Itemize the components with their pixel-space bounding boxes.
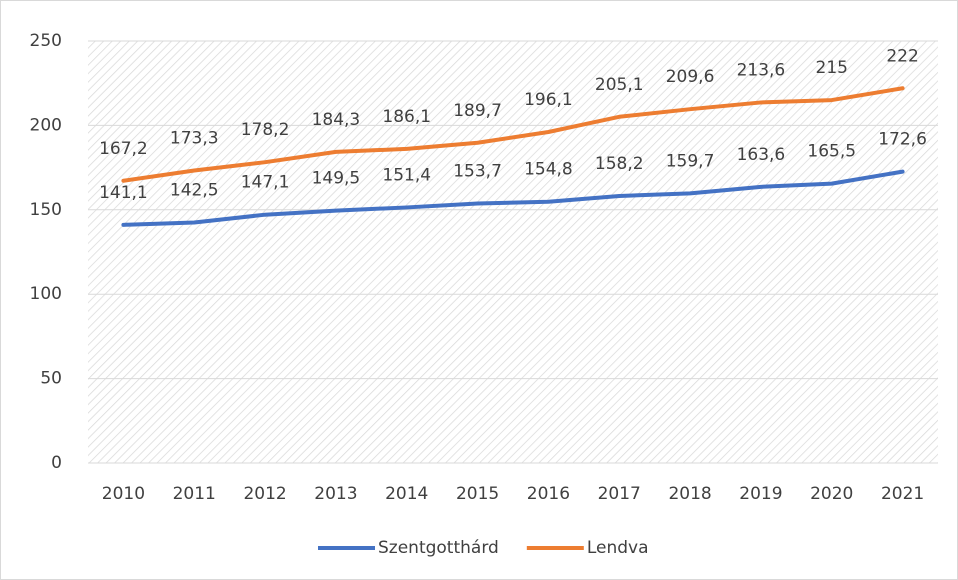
data-label: 149,5 (312, 169, 361, 189)
data-label: 142,5 (170, 180, 219, 200)
data-label: 167,2 (99, 139, 148, 159)
data-label: 215 (816, 58, 848, 78)
y-tick-label: 200 (30, 115, 62, 135)
x-tick-label: 2017 (598, 484, 641, 504)
data-label: 205,1 (595, 75, 644, 95)
x-tick-label: 2014 (385, 484, 428, 504)
y-tick-label: 50 (40, 369, 62, 389)
data-label: 173,3 (170, 128, 219, 148)
data-label: 186,1 (382, 107, 431, 127)
data-label: 209,6 (666, 67, 715, 87)
series-line (121, 169, 905, 227)
data-label: 213,6 (737, 60, 786, 80)
x-tick-label: 2010 (102, 484, 145, 504)
plot-area (88, 41, 938, 463)
data-label: 165,5 (807, 142, 856, 162)
data-label: 147,1 (241, 173, 290, 193)
x-tick-label: 2013 (314, 484, 357, 504)
data-label: 159,7 (666, 151, 715, 171)
data-label: 158,2 (595, 154, 644, 174)
y-tick-label: 0 (51, 453, 62, 473)
data-label: 153,7 (453, 162, 502, 182)
data-label: 141,1 (99, 183, 148, 203)
x-tick-label: 2016 (527, 484, 570, 504)
data-label: 172,6 (878, 130, 927, 150)
legend-label: Lendva (587, 538, 649, 558)
x-tick-label: 2020 (810, 484, 853, 504)
data-label: 189,7 (453, 101, 502, 121)
data-label: 151,4 (382, 165, 431, 185)
data-label: 178,2 (241, 120, 290, 140)
data-label: 184,3 (312, 110, 361, 130)
y-tick-label: 100 (30, 284, 62, 304)
x-tick-label: 2015 (456, 484, 499, 504)
x-tick-label: 2021 (881, 484, 924, 504)
data-label: 163,6 (737, 145, 786, 165)
x-tick-label: 2012 (243, 484, 286, 504)
y-tick-label: 250 (30, 31, 62, 51)
x-tick-label: 2019 (739, 484, 782, 504)
series-line (121, 86, 905, 183)
data-label: 196,1 (524, 90, 573, 110)
data-label: 154,8 (524, 160, 573, 180)
y-tick-label: 150 (30, 200, 62, 220)
data-label: 222 (886, 46, 918, 66)
x-tick-label: 2011 (173, 484, 216, 504)
legend-label: Szentgotthárd (378, 538, 499, 558)
x-tick-label: 2018 (668, 484, 711, 504)
